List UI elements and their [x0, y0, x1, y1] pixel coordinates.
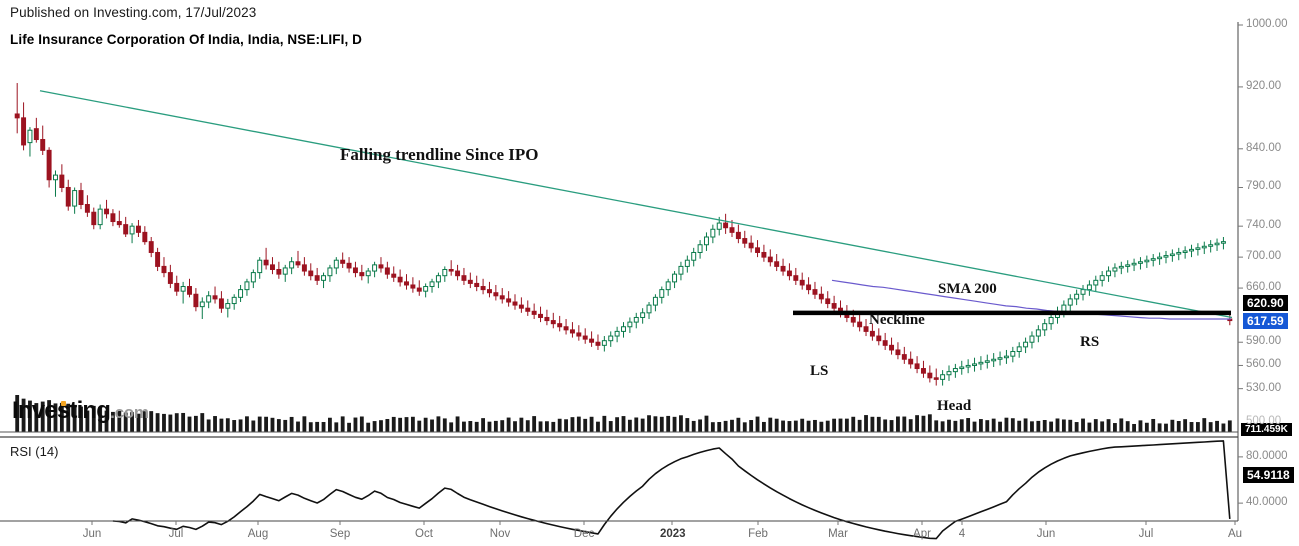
rsi-axis-tick: 40.0000	[1246, 496, 1288, 509]
price-axis-tick: 560.00	[1246, 358, 1282, 371]
price-axis-tick: 590.00	[1246, 335, 1282, 348]
time-axis-tick: Apr	[913, 528, 931, 540]
rsi-indicator-label: RSI (14)	[10, 444, 59, 459]
time-axis-tick: 2023	[660, 528, 686, 540]
rsi-last-badge: 54.9118	[1243, 467, 1294, 483]
time-axis-tick: 4	[958, 528, 966, 540]
price-axis-tick: 700.00	[1246, 250, 1282, 263]
price-axis-tick: 660.00	[1246, 281, 1282, 294]
time-axis-tick: Oct	[415, 528, 433, 540]
annotation-left-shoulder: LS	[810, 363, 829, 379]
price-axis-tick: 840.00	[1246, 141, 1282, 154]
logo-dot-icon	[61, 401, 66, 406]
annotation-sma-200: SMA 200	[938, 281, 997, 297]
time-axis-tick: Sep	[329, 528, 351, 540]
annotation-right-shoulder: RS	[1080, 334, 1100, 350]
time-axis-tick: Jun	[82, 528, 102, 540]
time-axis-tick: Jul	[168, 528, 184, 540]
annotation-falling-trendline: Falling trendline Since IPO	[340, 145, 539, 164]
time-axis-tick: Au	[1227, 528, 1243, 540]
price-axis-tick: 500.00	[1246, 415, 1282, 427]
time-axis-tick: Mar	[828, 528, 848, 540]
price-axis-tick: 790.00	[1246, 180, 1282, 193]
price-axis-tick: 920.00	[1246, 79, 1282, 92]
investing-logo: Investing.com	[12, 399, 149, 423]
time-axis-tick: Feb	[748, 528, 768, 540]
logo-tld: .com	[110, 403, 149, 422]
price-axis-tick: 1000.00	[1246, 18, 1288, 30]
time-axis-tick: Jul	[1138, 528, 1154, 540]
symbol-title: Life Insurance Corporation Of India, Ind…	[10, 32, 363, 47]
time-axis-tick: Aug	[247, 528, 269, 540]
volume-last-badge: 711.459K	[1241, 423, 1292, 436]
price-prev-badge: 620.90	[1243, 295, 1288, 311]
time-axis-tick: Jun	[1036, 528, 1056, 540]
price-axis-tick: 530.00	[1246, 381, 1282, 394]
rsi-axis-tick: 80.0000	[1246, 449, 1288, 462]
annotation-neckline: Neckline	[869, 312, 925, 328]
price-panel	[14, 83, 1233, 386]
rsi-panel	[112, 440, 1231, 540]
axes	[0, 22, 1243, 525]
time-axis-tick: Dec	[573, 528, 595, 540]
annotation-head: Head	[937, 398, 972, 414]
volume-panel	[15, 395, 1232, 432]
time-axis-tick: Nov	[489, 528, 511, 540]
published-line: Published on Investing.com, 17/Jul/2023	[10, 5, 257, 20]
price-axis-tick: 740.00	[1246, 219, 1282, 232]
price-last-badge: 617.59	[1243, 313, 1288, 329]
